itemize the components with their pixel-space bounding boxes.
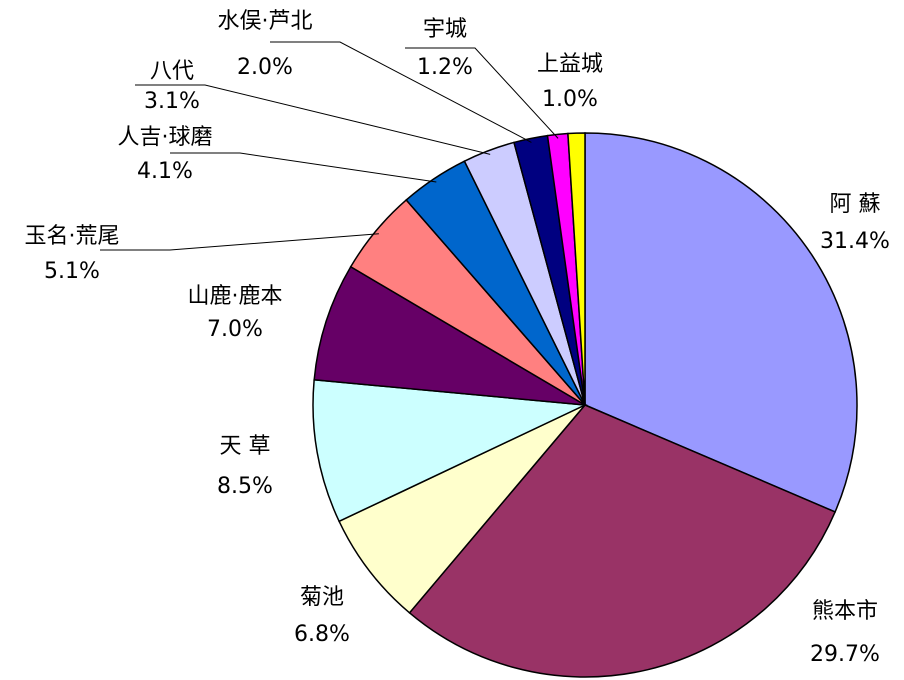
slice-label: 宇城: [423, 17, 467, 42]
slice-value: 31.4%: [820, 229, 890, 254]
pie-slice: [312, 378, 588, 523]
slice-value: 6.8%: [294, 622, 350, 647]
slice-label: 天 草: [220, 434, 271, 459]
pie-slice: [567, 132, 586, 406]
slice-value: 3.1%: [144, 89, 200, 114]
leader-line: [405, 47, 559, 139]
pie-slice: [313, 265, 586, 406]
slice-label: 人吉·球磨: [118, 125, 213, 150]
pie-slice: [584, 132, 858, 513]
slice-value: 4.1%: [137, 159, 193, 184]
slice-value: 7.0%: [207, 317, 263, 342]
slice-value: 1.0%: [542, 87, 598, 112]
slice-label: 上益城: [537, 52, 603, 77]
pie-slice: [408, 404, 837, 678]
slice-value: 5.1%: [44, 259, 100, 284]
leader-line: [100, 233, 379, 251]
slice-label: 水俣·芦北: [218, 9, 313, 34]
slice-value: 8.5%: [217, 474, 273, 499]
slice-value: 29.7%: [810, 642, 880, 667]
slice-label: 熊本市: [812, 599, 878, 624]
slice-value: 1.2%: [417, 55, 473, 80]
slice-label: 菊池: [300, 585, 344, 610]
slice-label: 阿 蘇: [830, 192, 881, 217]
slice-label: 玉名·荒尾: [25, 224, 120, 249]
leader-line: [135, 84, 491, 155]
slice-label: 八代: [150, 59, 194, 84]
slice-value: 2.0%: [237, 55, 293, 80]
leader-line: [170, 152, 437, 183]
leader-line: [270, 41, 532, 143]
slice-label: 山鹿·鹿本: [188, 284, 283, 309]
pie-slice: [338, 404, 586, 614]
